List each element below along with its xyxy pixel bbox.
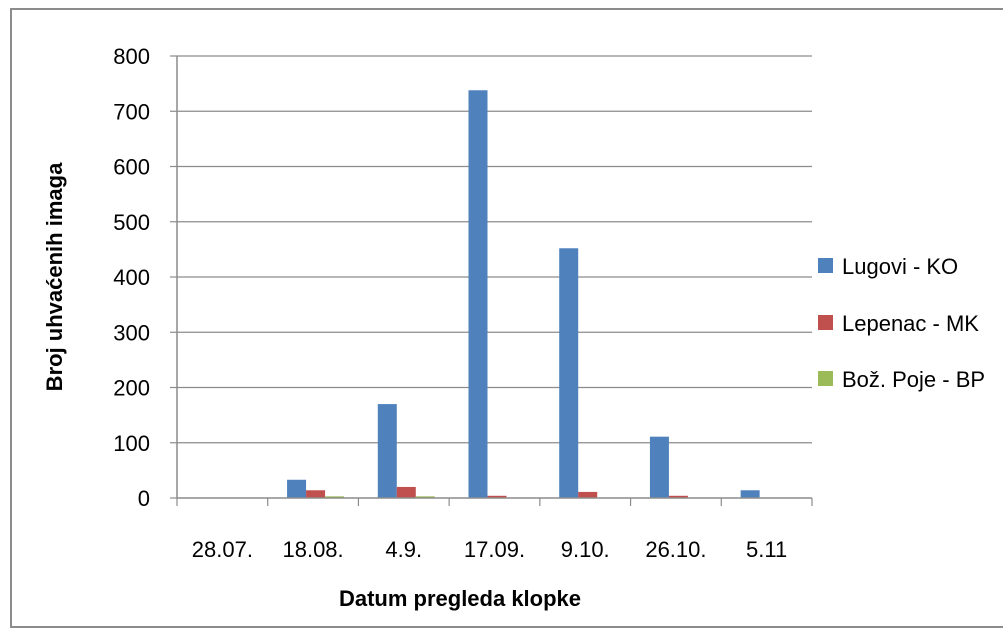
bar: [487, 495, 507, 498]
x-tick-label: 9.10.: [561, 537, 610, 562]
legend-swatch: [818, 371, 833, 386]
axes: [170, 55, 813, 506]
y-tick-label: 500: [113, 210, 150, 235]
legend-label: Lepenac - MK: [842, 311, 979, 336]
y-tick-label: 0: [138, 486, 150, 511]
bar: [287, 479, 307, 498]
x-tick-label: 4.9.: [385, 537, 422, 562]
x-tick-label: 17.09.: [464, 537, 525, 562]
x-tick-label: 28.07.: [192, 537, 253, 562]
bar: [740, 490, 760, 498]
y-tick-label: 300: [113, 320, 150, 345]
y-tick-labels: 0 100 200 300 400 500 600 700 800: [113, 44, 150, 511]
bar: [559, 248, 579, 498]
x-tick-labels: 28.07. 18.08. 4.9. 17.09. 9.10. 26.10. 5.11: [192, 537, 787, 562]
legend-swatch: [818, 258, 833, 273]
y-tick-label: 200: [113, 376, 150, 401]
y-tick-label: 600: [113, 155, 150, 180]
bar: [578, 491, 598, 498]
x-tick-label: 5.11: [746, 537, 787, 562]
y-tick-label: 700: [113, 99, 150, 124]
y-tick-label: 100: [113, 431, 150, 456]
bar: [649, 436, 669, 498]
y-axis-title: Broj uhvaćenih imaga: [42, 162, 67, 391]
legend-label: Lugovi - KO: [842, 254, 958, 279]
bar: [415, 496, 435, 498]
bar: [377, 404, 397, 498]
legend-swatch: [818, 315, 833, 330]
bar: [306, 490, 326, 498]
x-axis-title: Datum pregleda klopke: [339, 586, 581, 611]
x-tick-label: 18.08.: [282, 537, 343, 562]
gridlines: [177, 55, 812, 444]
bar: [468, 90, 488, 498]
bar: [325, 496, 345, 498]
bars: [287, 90, 760, 498]
legend: Lugovi - KO Lepenac - MK Bož. Poje - BP: [818, 254, 985, 392]
x-tick-label: 26.10.: [645, 537, 706, 562]
y-tick-label: 400: [113, 265, 150, 290]
legend-label: Bož. Poje - BP: [842, 367, 985, 392]
bar: [396, 486, 416, 498]
y-tick-label: 800: [113, 44, 150, 69]
bar: [668, 495, 688, 498]
